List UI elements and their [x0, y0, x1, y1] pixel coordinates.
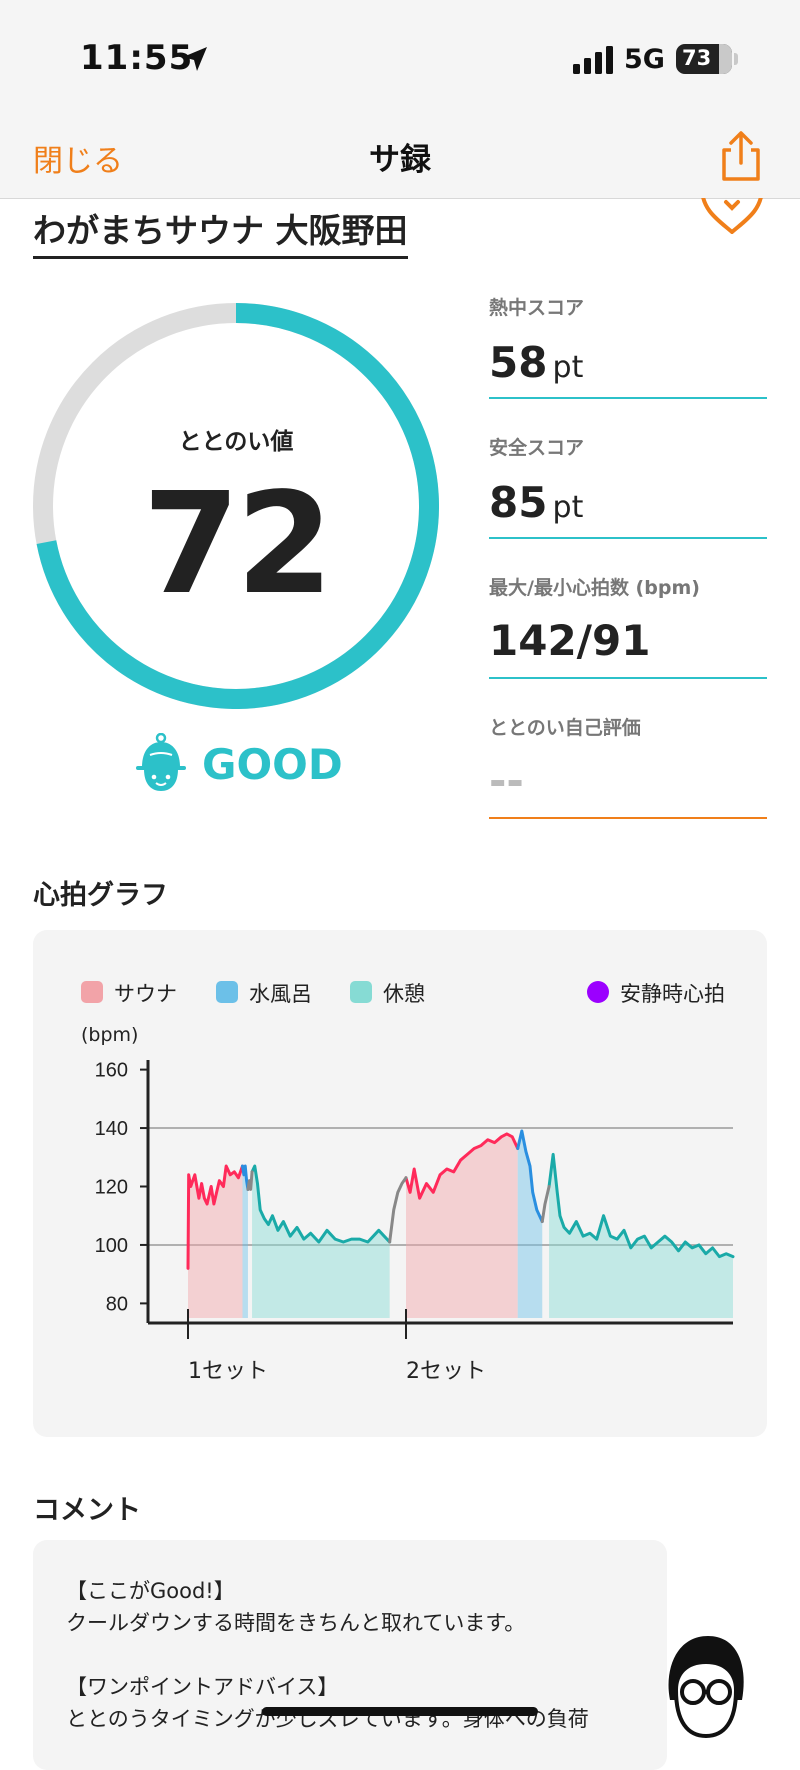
- mascot-icon: [136, 733, 186, 791]
- series-line-3: [404, 1132, 520, 1200]
- set-marker-label: 2セット: [406, 1359, 486, 1384]
- y-axis-unit: (bpm): [81, 1024, 139, 1046]
- battery-level: 73: [682, 46, 712, 70]
- legend-label-cold-bath: 水風呂: [249, 982, 312, 1006]
- legend-swatch-rest: [350, 981, 372, 1003]
- heat-score-unit: pt: [552, 350, 584, 385]
- facility-name-link[interactable]: わがまちサウナ 大阪野田: [33, 204, 408, 259]
- status-time: 11:55: [80, 38, 194, 78]
- close-button[interactable]: 閉じる: [33, 144, 123, 179]
- stat-divider: [489, 677, 767, 679]
- self-rating-value[interactable]: --: [489, 756, 524, 805]
- heart-graph-title: 心拍グラフ: [33, 880, 168, 911]
- legend-label-resting-hr: 安静時心拍: [620, 982, 725, 1006]
- legend-label-sauna: サウナ: [114, 982, 177, 1006]
- home-indicator: [262, 1707, 538, 1716]
- stat-divider: [489, 397, 767, 399]
- battery-cap: [734, 53, 738, 65]
- comment-line: クールダウンする時間をきちんと取れています。: [66, 1611, 526, 1635]
- safety-score-label: 安全スコア: [489, 437, 585, 459]
- safety-score-value: 85: [489, 478, 548, 527]
- series-area-1: [242, 1166, 248, 1318]
- safety-score-unit: pt: [552, 490, 584, 525]
- page-title: サ録: [369, 142, 431, 178]
- heat-score-value: 58: [489, 338, 548, 387]
- y-tick-label: 160: [95, 1060, 128, 1082]
- set-marker-label: 1セット: [188, 1359, 268, 1384]
- battery-icon: 73: [676, 44, 732, 74]
- map-pin-icon[interactable]: [698, 198, 766, 234]
- status-bar: [0, 0, 800, 110]
- rating-label: GOOD: [202, 740, 343, 789]
- self-rating-label: ととのい自己評価: [489, 717, 641, 739]
- series-area-5: [549, 1154, 733, 1318]
- comment-box: [33, 1540, 667, 1770]
- series-line-0: [186, 1164, 244, 1270]
- network-type: 5G: [624, 44, 665, 75]
- cellular-signal-icon: [573, 46, 613, 74]
- y-tick-label: 100: [95, 1235, 128, 1257]
- series-line-5: [547, 1152, 735, 1259]
- legend-swatch-resting-hr: [587, 981, 609, 1003]
- series-area-0: [188, 1166, 243, 1318]
- advisor-avatar-icon: [668, 1636, 744, 1739]
- heat-score: 58 pt: [489, 338, 583, 387]
- series-line-2: [250, 1164, 392, 1244]
- heat-score-label: 熱中スコア: [489, 297, 585, 319]
- share-icon[interactable]: [716, 130, 766, 182]
- series-area-2: [252, 1166, 390, 1318]
- y-tick-label: 120: [95, 1177, 128, 1199]
- gauge-value: 72: [142, 463, 334, 626]
- comment-line: 【ここがGood!】: [66, 1579, 235, 1603]
- series-line-4: [516, 1129, 544, 1224]
- gauge-progress-arc: [36, 303, 439, 709]
- series-line-6: [246, 1170, 254, 1191]
- y-tick-label: 80: [106, 1293, 128, 1315]
- stat-divider: [489, 537, 767, 539]
- location-arrow-icon: [183, 47, 207, 71]
- legend-label-rest: 休憩: [383, 982, 425, 1006]
- navigation-bar: [0, 110, 800, 199]
- series-line-1: [241, 1164, 250, 1191]
- series-area-4: [517, 1130, 543, 1318]
- heart-rate-range-label: 最大/最小心拍数 (bpm): [489, 577, 700, 599]
- comment-title: コメント: [33, 1495, 141, 1526]
- series-line-7: [388, 1176, 408, 1244]
- self-rating-divider: [489, 817, 767, 819]
- series-area-3: [406, 1133, 518, 1318]
- legend-swatch-sauna: [81, 981, 103, 1003]
- heart-rate-range-value: 142/91: [489, 616, 651, 665]
- legend-swatch-cold-bath: [216, 981, 238, 1003]
- gauge-label: ととのい値: [178, 429, 294, 455]
- heart-rate-chart: 80 100 120 140 160 1セット 2セット: [95, 1060, 735, 1384]
- comment-line: 【ワンポイントアドバイス】: [66, 1675, 339, 1699]
- safety-score: 85 pt: [489, 478, 583, 527]
- y-tick-label: 140: [95, 1118, 128, 1140]
- totonoi-gauge: [33, 303, 439, 709]
- heart-graph-panel: [33, 930, 767, 1437]
- series-line-8: [540, 1185, 551, 1224]
